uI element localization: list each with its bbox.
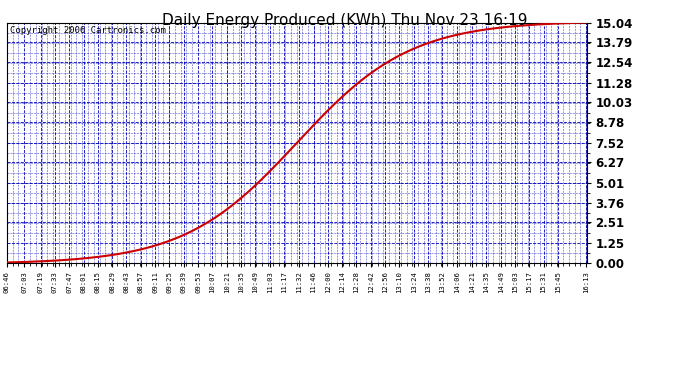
Text: Daily Energy Produced (KWh) Thu Nov 23 16:19: Daily Energy Produced (KWh) Thu Nov 23 1… <box>162 13 528 28</box>
Text: Copyright 2006 Cartronics.com: Copyright 2006 Cartronics.com <box>10 26 166 35</box>
